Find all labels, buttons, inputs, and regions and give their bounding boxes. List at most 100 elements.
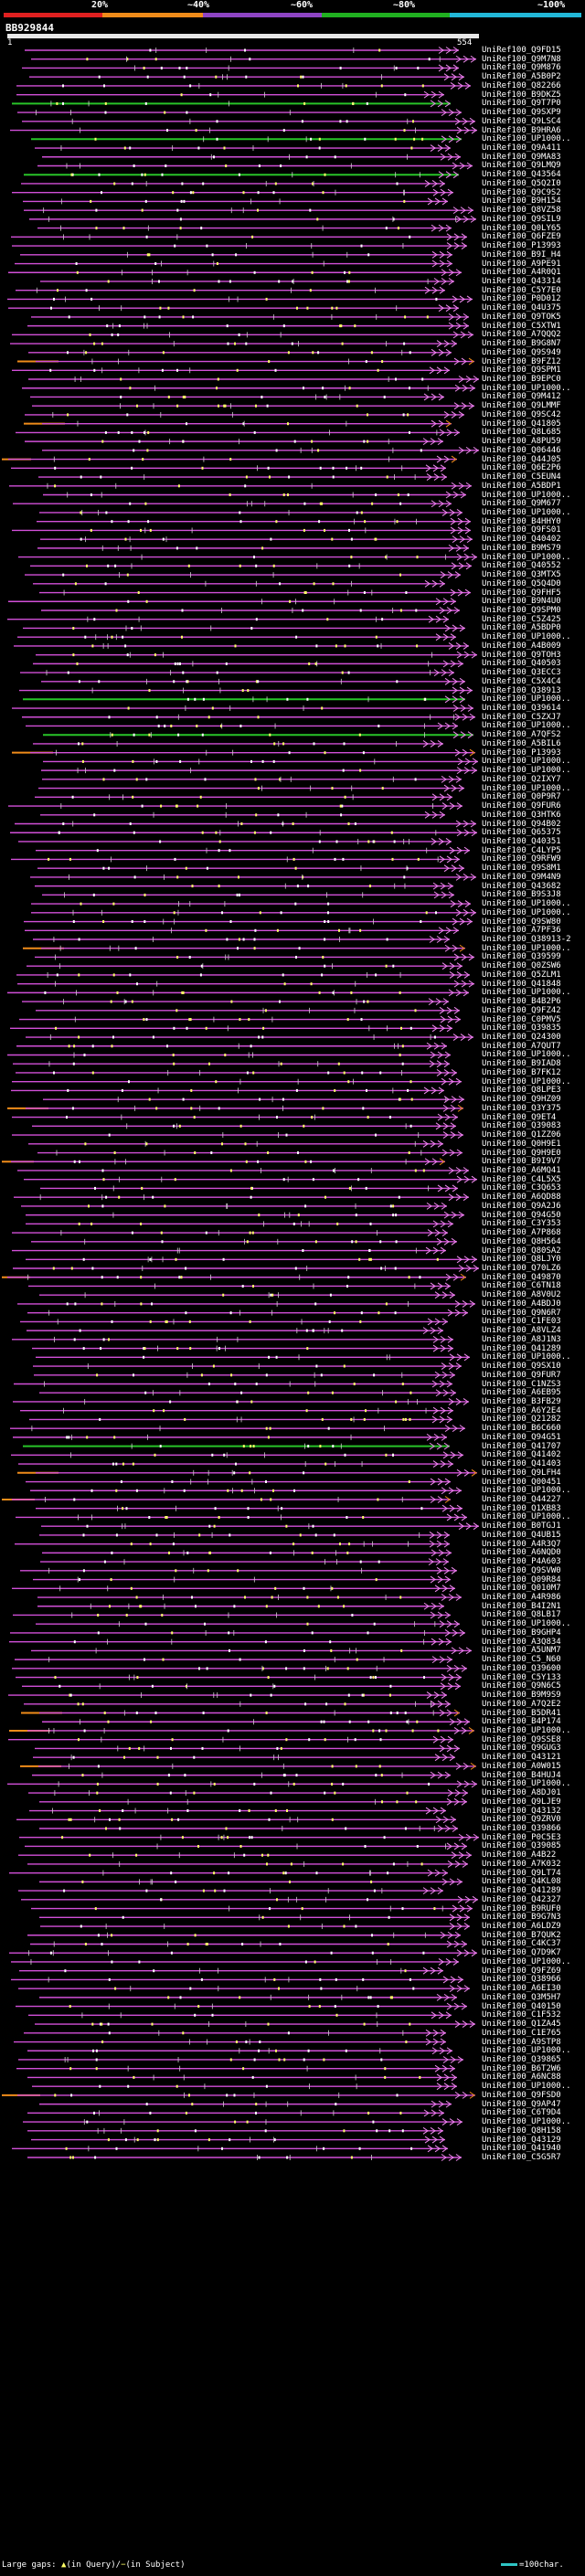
hit-track[interactable] [39, 1532, 450, 1539]
hit-track[interactable] [42, 1718, 470, 1726]
hit-label[interactable]: UniRef100_Q9RFW9 [482, 854, 561, 864]
hit-track[interactable] [7, 989, 469, 997]
hit-label[interactable]: UniRef100_UP1000.. [482, 907, 571, 917]
hit-label[interactable]: UniRef100_Q9SX10 [482, 1362, 561, 1372]
hit-track[interactable] [2, 1273, 466, 1281]
hit-label[interactable]: UniRef100_A6Y2E4 [482, 1405, 561, 1415]
hit-track[interactable] [18, 2056, 463, 2063]
hit-label[interactable]: UniRef100_C6T9D4 [482, 2108, 561, 2118]
hit-label[interactable]: UniRef100_A7QUT7 [482, 1041, 561, 1051]
hit-track[interactable] [19, 1966, 443, 1975]
hit-label[interactable]: UniRef100_Q09R84 [482, 1574, 561, 1585]
hit-label[interactable]: UniRef100_Q1XB83 [482, 1503, 561, 1513]
hit-label[interactable]: UniRef100_Q38966 [482, 1975, 561, 1985]
hit-track[interactable] [27, 1860, 468, 1868]
hit-track[interactable] [30, 562, 472, 570]
hit-track[interactable] [17, 980, 474, 988]
hit-track[interactable] [37, 864, 464, 873]
hit-label[interactable]: UniRef100_Q9GUG3 [482, 1744, 561, 1754]
hit-track[interactable] [27, 1309, 468, 1317]
hit-track[interactable] [27, 2154, 462, 2161]
hit-label[interactable]: UniRef100_Q9T7P0 [482, 99, 561, 109]
hit-track[interactable] [24, 207, 473, 215]
hit-track[interactable] [25, 411, 464, 419]
hit-label[interactable]: UniRef100_B9I_H4 [482, 249, 561, 260]
hit-track[interactable] [20, 1762, 476, 1770]
hit-label[interactable]: UniRef100_C4LYP5 [482, 845, 561, 855]
hit-label[interactable]: UniRef100_A6EI30 [482, 1984, 561, 1994]
hit-label[interactable]: UniRef100_P13993 [482, 747, 561, 758]
hit-label[interactable]: UniRef100_UP1000.. [482, 721, 571, 731]
hit-label[interactable]: UniRef100_Q38913-2 [482, 935, 571, 944]
hit-track[interactable] [20, 1566, 457, 1574]
hit-track[interactable] [30, 1940, 467, 1948]
hit-label[interactable]: UniRef100_Q43564 [482, 170, 561, 180]
hit-label[interactable]: UniRef100_Q3ECC3 [482, 668, 561, 678]
hit-track[interactable] [16, 2064, 455, 2072]
hit-track[interactable] [33, 1575, 451, 1584]
hit-track[interactable] [20, 1318, 448, 1326]
hit-label[interactable]: UniRef100_B9IAD8 [482, 1059, 561, 1069]
hit-track[interactable] [7, 1051, 451, 1059]
hit-label[interactable]: UniRef100_Q49870 [482, 1272, 561, 1282]
hit-track[interactable] [26, 1256, 477, 1264]
hit-track[interactable] [16, 286, 445, 294]
hit-label[interactable]: UniRef100_A8DJ01 [482, 1788, 561, 1798]
hit-label[interactable]: UniRef100_UP1000.. [482, 694, 571, 705]
hit-track[interactable] [18, 553, 477, 561]
hit-track[interactable] [12, 366, 450, 375]
hit-track[interactable] [31, 135, 462, 143]
hit-label[interactable]: UniRef100_Q80SA2 [482, 1246, 561, 1256]
hit-track[interactable] [42, 153, 461, 161]
hit-track[interactable] [37, 1594, 462, 1601]
hit-track[interactable] [9, 1869, 448, 1877]
hit-label[interactable]: UniRef100_Q0P9R7 [482, 792, 561, 802]
hit-track[interactable] [2, 1496, 451, 1503]
hit-track[interactable] [13, 1265, 479, 1272]
hit-label[interactable]: UniRef100_UP1000.. [482, 383, 571, 393]
hit-label[interactable]: UniRef100_Q0LY65 [482, 223, 561, 233]
hit-label[interactable]: UniRef100_C0PMV5 [482, 1014, 561, 1024]
hit-label[interactable]: UniRef100_Q8H158 [482, 2125, 561, 2136]
hit-track[interactable] [9, 1638, 452, 1646]
hit-track[interactable] [12, 1229, 448, 1236]
hit-label[interactable]: UniRef100_Q9ET4 [482, 1112, 557, 1122]
hit-track[interactable] [18, 1985, 470, 1993]
hit-label[interactable]: UniRef100_B4HUJ4 [482, 1770, 561, 1780]
hit-track[interactable] [28, 2011, 452, 2019]
hit-label[interactable]: UniRef100_C5Y133 [482, 1672, 561, 1682]
hit-track[interactable] [37, 1149, 463, 1157]
hit-track[interactable] [29, 1415, 452, 1424]
hit-label[interactable]: UniRef100_Q9AP47 [482, 2099, 561, 2109]
hit-label[interactable]: UniRef100_Q9TOH3 [482, 650, 561, 660]
hit-label[interactable]: UniRef100_A9PE91 [482, 259, 561, 269]
hit-label[interactable]: UniRef100_Q9H9E0 [482, 1148, 561, 1158]
hit-label[interactable]: UniRef100_Q40402 [482, 535, 561, 545]
hit-track[interactable] [23, 1442, 450, 1450]
hit-label[interactable]: UniRef100_Q9FZ69 [482, 1966, 561, 1976]
hit-track[interactable] [11, 233, 467, 241]
hit-label[interactable]: UniRef100_B4I2N1 [482, 1601, 561, 1611]
hit-label[interactable]: UniRef100_A6QD88 [482, 1193, 561, 1203]
hit-label[interactable]: UniRef100_Q9N6C5 [482, 1681, 561, 1691]
hit-track[interactable] [27, 2047, 452, 2055]
hit-label[interactable]: UniRef100_Q43132 [482, 1806, 561, 1816]
hit-track[interactable] [16, 90, 444, 99]
hit-track[interactable] [32, 1344, 453, 1352]
hit-track[interactable] [14, 1193, 469, 1202]
hit-label[interactable]: UniRef100_C3Y353 [482, 1219, 561, 1229]
hit-label[interactable]: UniRef100_Q9FS01 [482, 525, 561, 535]
hit-track[interactable] [21, 180, 445, 187]
hit-track[interactable] [11, 1958, 459, 1966]
hit-label[interactable]: UniRef100_Q8H564 [482, 1236, 561, 1246]
hit-track[interactable] [13, 1433, 447, 1441]
hit-label[interactable]: UniRef100_B9HRA6 [482, 125, 561, 135]
hit-label[interactable]: UniRef100_UP1000.. [482, 783, 571, 793]
hit-label[interactable]: UniRef100_Q9S8M1 [482, 864, 561, 874]
hit-track[interactable] [19, 686, 473, 694]
hit-track[interactable] [27, 2073, 457, 2082]
hit-track[interactable] [9, 482, 472, 490]
hit-label[interactable]: UniRef100_A7P868 [482, 1228, 561, 1238]
hit-track[interactable] [23, 695, 465, 704]
hit-track[interactable] [33, 936, 450, 943]
